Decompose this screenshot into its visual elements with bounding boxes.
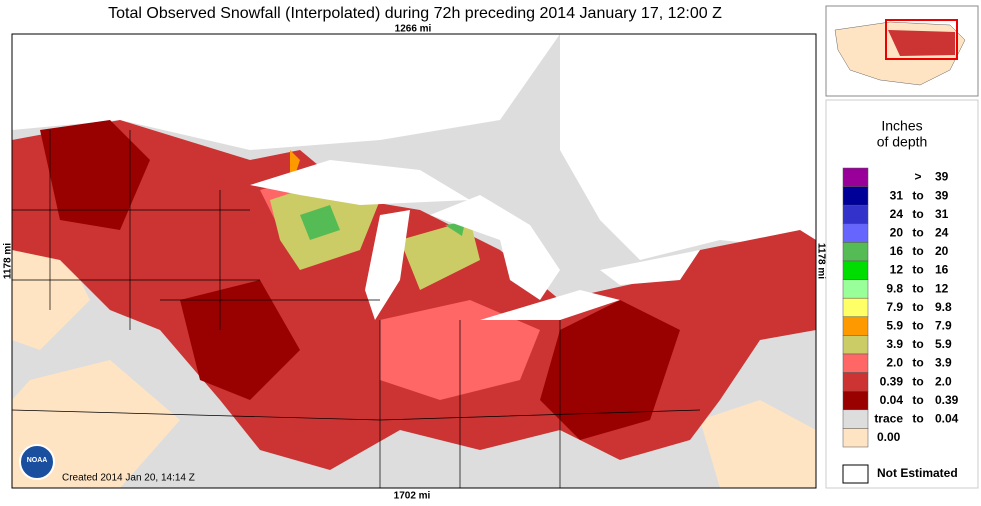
legend-high: 9.8	[935, 300, 952, 314]
legend-low: 0.39	[880, 374, 904, 388]
legend-high: 3.9	[935, 356, 952, 370]
not-estimated-swatch	[842, 464, 869, 484]
legend-sep: to	[912, 393, 923, 407]
legend-swatch	[842, 372, 869, 392]
legend-high: 39	[935, 170, 949, 184]
legend-sep: to	[912, 318, 923, 332]
legend-swatch	[842, 242, 869, 262]
not-estimated-label: Not Estimated	[877, 466, 958, 480]
logo-text: NOAA	[27, 457, 48, 464]
legend-sep: to	[912, 263, 923, 277]
legend-high: 24	[935, 225, 949, 239]
title: Total Observed Snowfall (Interpolated) d…	[108, 5, 722, 22]
legend-high: 31	[935, 207, 949, 221]
inset-map	[825, 5, 979, 97]
created-note: Created 2014 Jan 20, 14:14 Z	[62, 473, 195, 484]
legend-sep: to	[912, 356, 923, 370]
legend-swatch	[842, 335, 869, 355]
legend-low: 7.9	[886, 300, 903, 314]
legend-high: 2.0	[935, 374, 952, 388]
legend-swatch	[842, 428, 869, 448]
legend-low: trace	[874, 411, 903, 425]
legend-high: 5.9	[935, 337, 952, 351]
legend-sep: to	[912, 244, 923, 258]
legend-sep: to	[912, 188, 923, 202]
legend-high: 7.9	[935, 318, 952, 332]
legend-low: 24	[890, 207, 904, 221]
legend-sep: to	[912, 207, 923, 221]
legend-swatch	[842, 204, 869, 225]
legend-title: of depth	[877, 134, 928, 150]
legend-low: 2.0	[886, 356, 903, 370]
legend-low: 0.00	[877, 430, 901, 444]
legend-swatch	[842, 260, 869, 280]
noaa-logo: NOAA	[19, 444, 55, 480]
top-distance: 1266 mi	[395, 24, 432, 35]
legend-high: 16	[935, 263, 949, 277]
legend-swatch	[842, 353, 869, 373]
legend-title: Inches	[881, 118, 922, 134]
left-distance: 1178 mi	[3, 243, 14, 279]
legend-swatch	[842, 409, 869, 429]
legend-sep: >	[914, 170, 921, 184]
legend-sep: to	[912, 411, 923, 425]
legend-high: 20	[935, 244, 949, 258]
legend-sep: to	[912, 337, 923, 351]
legend-low: 3.9	[886, 337, 903, 351]
legend: Inches of depth Not Estimated >39 31 to 39 2…	[825, 99, 979, 489]
legend-low: 16	[890, 244, 904, 258]
legend-sep: to	[912, 225, 923, 239]
legend-sep: to	[912, 281, 923, 295]
legend-swatch	[842, 279, 869, 299]
legend-high: 39	[935, 188, 949, 202]
legend-sep: to	[912, 374, 923, 388]
legend-swatch	[842, 186, 869, 206]
map	[11, 33, 817, 489]
legend-low: 20	[890, 225, 904, 239]
legend-high: 0.04	[935, 411, 959, 425]
legend-swatch	[842, 316, 869, 336]
bottom-distance: 1702 mi	[394, 491, 431, 502]
right-distance: 1178 mi	[815, 243, 826, 279]
legend-swatch	[842, 390, 869, 411]
legend-high: 0.39	[935, 393, 959, 407]
legend-swatch	[842, 223, 869, 243]
legend-low: 12	[890, 263, 904, 277]
legend-low: 0.04	[880, 393, 904, 407]
legend-high: 12	[935, 281, 949, 295]
legend-low: 31	[890, 188, 904, 202]
legend-sep: to	[912, 300, 923, 314]
legend-low: 5.9	[886, 318, 903, 332]
legend-swatch	[842, 167, 869, 187]
legend-swatch	[842, 297, 869, 318]
legend-low: 9.8	[886, 281, 903, 295]
